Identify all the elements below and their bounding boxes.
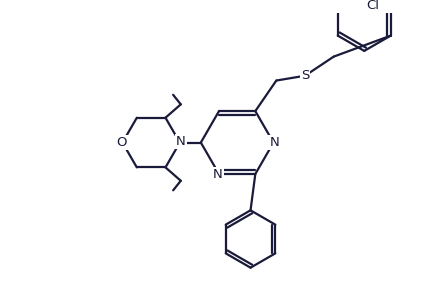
- Text: N: N: [176, 135, 186, 148]
- Text: S: S: [301, 69, 309, 82]
- Text: N: N: [269, 136, 279, 149]
- Text: Cl: Cl: [367, 0, 379, 12]
- Text: O: O: [116, 136, 127, 149]
- Text: N: N: [213, 168, 223, 181]
